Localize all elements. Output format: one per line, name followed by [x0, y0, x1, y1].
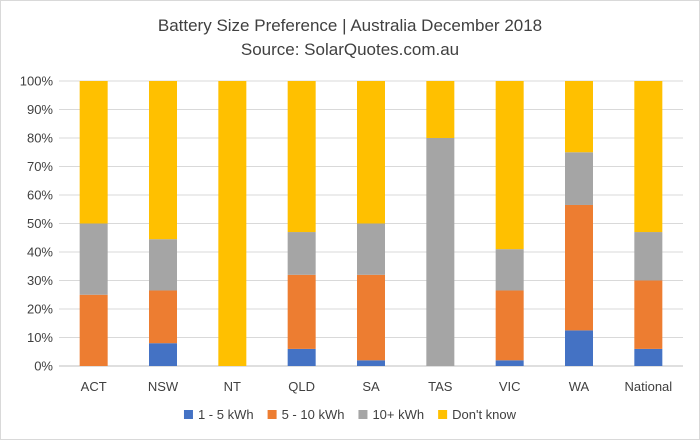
legend-label: 10+ kWh	[372, 407, 424, 422]
legend-label: 1 - 5 kWh	[198, 407, 254, 422]
legend-item: 1 - 5 kWh	[183, 407, 254, 422]
bar-segment	[565, 152, 593, 205]
bars	[79, 81, 663, 366]
legend-item: 5 - 10 kWh	[267, 407, 345, 422]
bar-segment	[495, 249, 524, 291]
x-tick-label: SA	[362, 379, 380, 394]
bar-segment	[495, 290, 524, 361]
bar-segment	[357, 81, 385, 224]
chart-subtitle: Source: SolarQuotes.com.au	[241, 40, 459, 59]
x-tick-label: ACT	[81, 379, 107, 394]
x-tick-label: WA	[569, 379, 590, 394]
legend-label: Don't know	[452, 407, 517, 422]
bar-segment	[565, 204, 593, 331]
legend-item: Don't know	[438, 407, 517, 422]
bar-segment	[634, 81, 663, 233]
bar-segment	[79, 81, 108, 224]
y-tick-label: 0%	[34, 359, 53, 374]
bar-segment	[149, 81, 177, 240]
legend-swatch	[438, 410, 448, 419]
bar-segment	[495, 360, 524, 366]
y-tick-label: 60%	[27, 188, 53, 203]
y-tick-label: 10%	[27, 330, 53, 345]
bar-segment	[565, 81, 593, 153]
y-tick-label: 30%	[27, 273, 53, 288]
bar-segment	[149, 343, 177, 366]
y-tick-label: 80%	[27, 131, 53, 146]
y-tick-label: 50%	[27, 216, 53, 231]
bar-segment	[357, 274, 385, 361]
bar-segment	[565, 330, 593, 366]
chart-title: Battery Size Preference | Australia Dece…	[158, 16, 542, 35]
bar-segment	[287, 348, 316, 366]
y-tick-label: 40%	[27, 245, 53, 260]
y-tick-label: 100%	[20, 74, 54, 89]
y-tick-label: 90%	[27, 102, 53, 117]
legend-swatch	[267, 410, 277, 419]
x-tick-label: National	[624, 379, 672, 394]
bar-segment	[218, 81, 247, 366]
bar-segment	[634, 280, 663, 349]
x-axis-tick-labels: ACT NSW NT QLD SA TAS VIC WA National	[81, 379, 673, 394]
legend-item: 10+ kWh	[358, 407, 424, 422]
bar-segment	[634, 232, 663, 281]
bar-segment	[287, 274, 316, 349]
bar-segment	[634, 348, 663, 366]
bar-segment	[287, 81, 316, 233]
bar-segment	[357, 223, 385, 275]
y-tick-label: 20%	[27, 302, 53, 317]
x-tick-label: QLD	[288, 379, 315, 394]
x-tick-label: NT	[224, 379, 241, 394]
x-tick-label: TAS	[428, 379, 453, 394]
bar-segment	[495, 81, 524, 250]
bar-segment	[426, 81, 455, 138]
legend-swatch	[183, 410, 193, 419]
bar-segment	[79, 294, 108, 366]
bar-segment	[357, 360, 385, 366]
y-axis-tick-labels: 0% 10% 20% 30% 40% 50% 60% 70% 80% 90% 100%	[20, 74, 54, 374]
bar-segment	[287, 232, 316, 275]
legend: 1 - 5 kWh 5 - 10 kWh 10+ kWh Don't know	[183, 407, 517, 422]
y-tick-label: 70%	[27, 159, 53, 174]
bar-segment	[149, 290, 177, 344]
x-tick-label: NSW	[148, 379, 179, 394]
bar-segment	[149, 239, 177, 291]
x-tick-label: VIC	[499, 379, 521, 394]
legend-swatch	[358, 410, 368, 419]
bar-segment	[426, 138, 455, 366]
bar-segment	[79, 223, 108, 295]
legend-label: 5 - 10 kWh	[282, 407, 345, 422]
